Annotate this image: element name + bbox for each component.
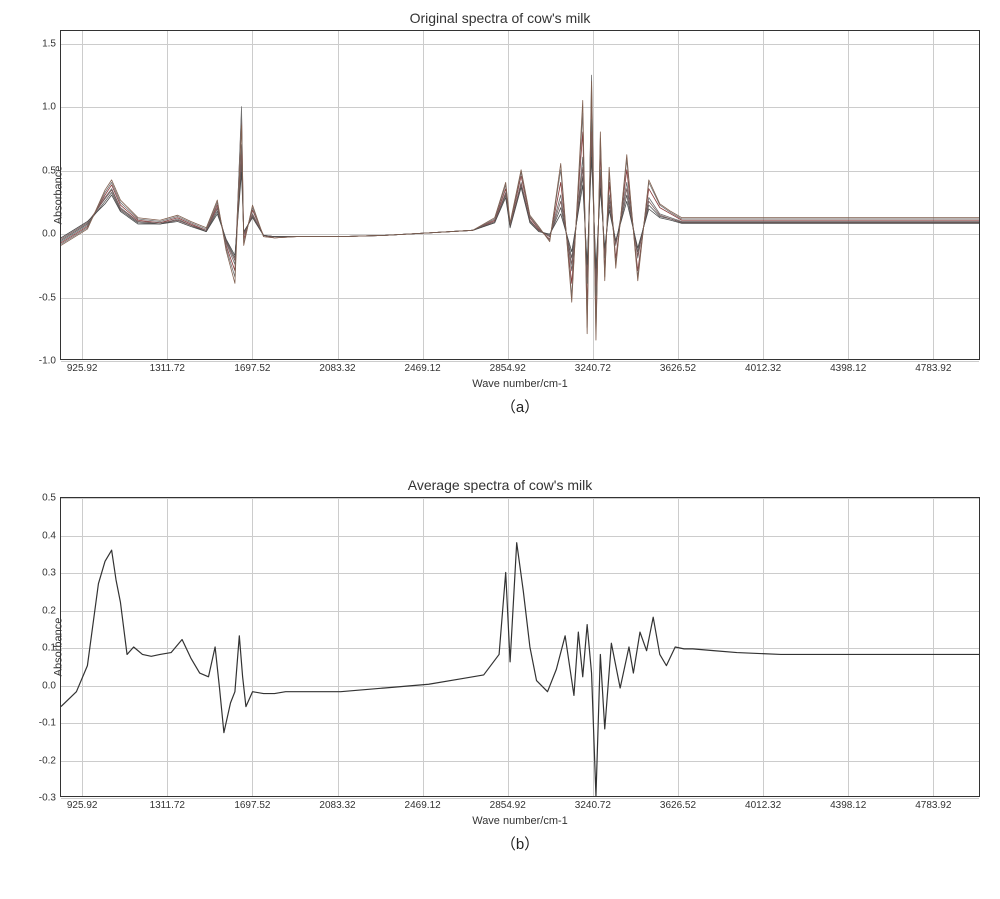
ytick-label: 0.2 [42,605,56,616]
ytick-label: -0.2 [39,755,56,766]
xtick-label: 1311.72 [150,800,185,811]
ytick-label: -1.0 [39,356,56,367]
chart-b-title: Average spectra of cow's milk [20,477,980,493]
ytick-label: 0.1 [42,643,56,654]
chart-a-sublabel: （a） [60,396,980,417]
gridline-h [61,798,979,799]
xtick-label: 2469.12 [405,363,441,374]
ytick-label: 0.5 [42,165,56,176]
chart-svg [61,498,979,796]
xtick-label: 4398.12 [830,800,866,811]
xtick-label: 4783.92 [915,363,951,374]
xtick-label: 4398.12 [830,363,866,374]
ytick-label: 0.0 [42,229,56,240]
xtick-label: 2469.12 [405,800,441,811]
ytick-label: -0.5 [39,292,56,303]
ytick-label: -0.1 [39,718,56,729]
chart-a-xlabel: Wave number/cm-1 [60,378,980,390]
xtick-label: 2083.32 [319,800,355,811]
gridline-h [61,361,979,362]
xtick-label: 3240.72 [575,363,611,374]
chart-b-sublabel: （b） [60,833,980,854]
series-line [61,75,979,334]
xtick-label: 2083.32 [319,363,355,374]
xtick-label: 4783.92 [915,800,951,811]
xtick-label: 3626.52 [660,800,696,811]
xtick-label: 1697.52 [234,800,270,811]
xtick-label: 3240.72 [575,800,611,811]
series-line [61,543,979,796]
chart-b-xlabel: Wave number/cm-1 [60,815,980,827]
chart-a-title: Original spectra of cow's milk [20,10,980,26]
ytick-label: 0.0 [42,680,56,691]
xtick-label: 2854.92 [490,363,526,374]
chart-svg [61,31,979,359]
ytick-label: 0.4 [42,530,56,541]
ytick-label: -0.3 [39,793,56,804]
series-line [61,132,979,286]
chart-b-block: Average spectra of cow's milk Absorbance… [20,477,980,854]
xtick-label: 925.92 [67,363,98,374]
xtick-label: 4012.32 [745,363,781,374]
ytick-label: 1.0 [42,102,56,113]
chart-a-block: Original spectra of cow's milk Absorbanc… [20,10,980,417]
xtick-label: 1697.52 [234,363,270,374]
chart-a-plot: Absorbance -1.0-0.50.00.51.01.5925.92131… [60,30,980,360]
series-line [61,81,979,340]
xtick-label: 4012.32 [745,800,781,811]
series-line [61,94,979,321]
ytick-label: 1.5 [42,38,56,49]
xtick-label: 2854.92 [490,800,526,811]
xtick-label: 3626.52 [660,363,696,374]
ytick-label: 0.5 [42,493,56,504]
series-line [61,145,979,277]
xtick-label: 925.92 [67,800,98,811]
ytick-label: 0.3 [42,568,56,579]
series-line [61,119,979,296]
xtick-label: 1311.72 [150,363,185,374]
chart-b-plot: Absorbance -0.3-0.2-0.10.00.10.20.30.40.… [60,497,980,797]
